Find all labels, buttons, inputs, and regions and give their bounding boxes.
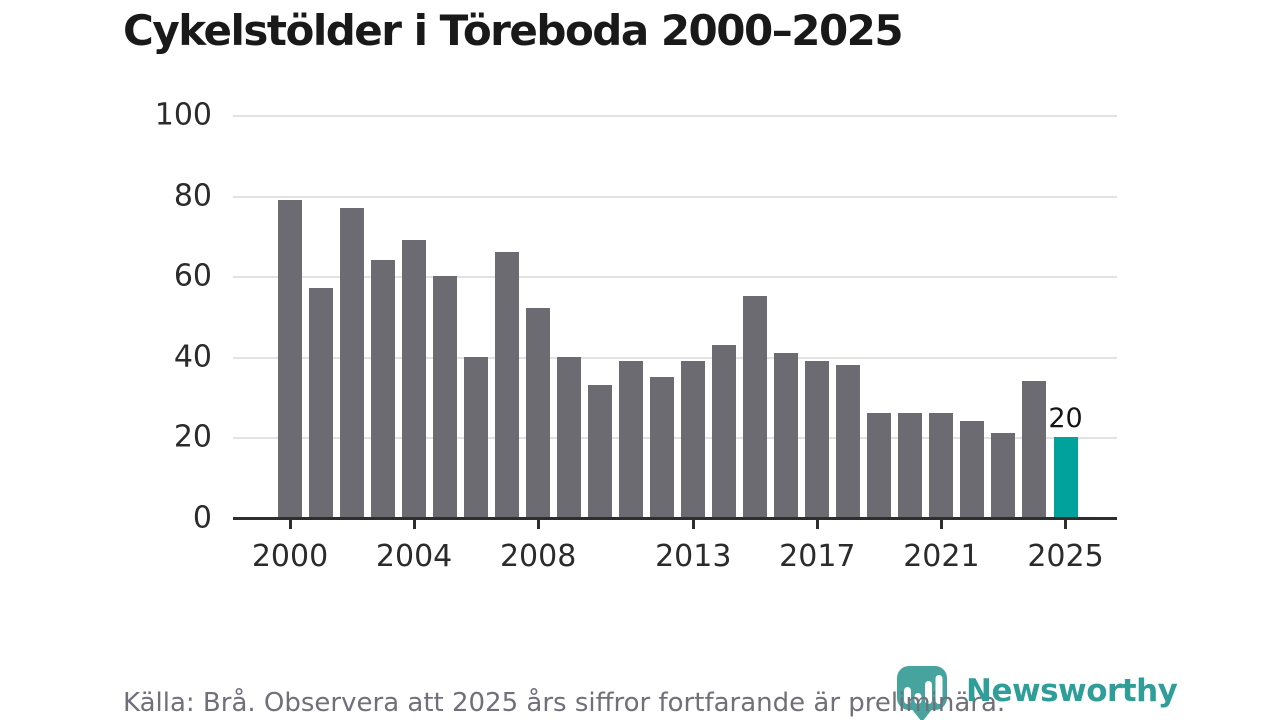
x-axis-tick-2000 xyxy=(288,520,292,529)
newsworthy-badge-bar-chart-icon xyxy=(896,666,948,720)
x-axis-tick-label: 2021 xyxy=(903,539,980,574)
y-axis-tick-label: 0 xyxy=(192,500,212,536)
bar-2004 xyxy=(402,240,427,518)
x-axis-tick-2021 xyxy=(939,520,943,529)
bar-2005 xyxy=(433,276,458,518)
bar-2008 xyxy=(526,308,551,518)
bar-2022 xyxy=(960,421,985,518)
x-axis-tick-label: 2025 xyxy=(1027,539,1104,574)
bar-2006 xyxy=(464,357,489,518)
x-axis-tick-label: 2008 xyxy=(499,539,577,574)
chart-title: Cykelstölder i Töreboda 2000–2025 xyxy=(123,6,904,55)
bar-2019 xyxy=(867,413,892,518)
bar-2016 xyxy=(774,353,799,518)
bar-2024 xyxy=(1022,381,1047,518)
bar-2011 xyxy=(619,361,644,518)
x-axis-tick-label: 2013 xyxy=(655,539,732,574)
y-axis-tick-label: 60 xyxy=(173,258,212,294)
source-note: Källa: Brå. Observera att 2025 års siffr… xyxy=(123,688,1006,718)
bar-2013 xyxy=(681,361,706,518)
highlight-value-label: 20 xyxy=(1048,403,1083,434)
gridline-y-100 xyxy=(233,115,1117,117)
bar-2014 xyxy=(712,345,737,518)
x-axis-line xyxy=(233,517,1117,520)
newsworthy-wordmark: Newsworthy xyxy=(966,673,1178,709)
x-axis-tick-2013 xyxy=(691,520,695,529)
bar-2001 xyxy=(309,288,334,518)
bar-2009 xyxy=(557,357,582,518)
x-axis-tick-label: 2004 xyxy=(375,539,453,574)
bar-2020 xyxy=(898,413,923,518)
y-axis-tick-label: 80 xyxy=(173,177,212,213)
gridline-y-20 xyxy=(233,437,1117,440)
bar-2023 xyxy=(991,433,1016,518)
y-axis-tick-label: 20 xyxy=(173,419,212,455)
bar-2007 xyxy=(495,252,520,518)
bar-2012 xyxy=(650,377,675,518)
bar-2002 xyxy=(340,208,365,518)
y-axis-tick-label: 40 xyxy=(173,339,212,375)
bar-2017 xyxy=(805,361,830,518)
bar-2025 xyxy=(1053,437,1078,518)
x-axis-tick-2025 xyxy=(1064,520,1067,529)
gridline-y-80 xyxy=(233,195,1117,198)
gridline-y-60 xyxy=(233,276,1117,279)
bar-2018 xyxy=(836,365,861,518)
x-axis-tick-label: 2000 xyxy=(251,539,329,574)
gridline-y-40 xyxy=(233,356,1117,359)
x-axis-tick-label: 2017 xyxy=(779,539,856,574)
bar-2010 xyxy=(588,385,613,518)
x-axis-tick-2017 xyxy=(815,520,819,529)
bar-2015 xyxy=(743,296,768,518)
bar-2021 xyxy=(929,413,954,518)
bar-2003 xyxy=(371,260,396,518)
bar-2000 xyxy=(278,200,302,518)
x-axis-tick-2008 xyxy=(536,520,540,529)
x-axis-tick-2004 xyxy=(412,520,416,529)
y-axis-tick-label: 100 xyxy=(154,97,212,133)
